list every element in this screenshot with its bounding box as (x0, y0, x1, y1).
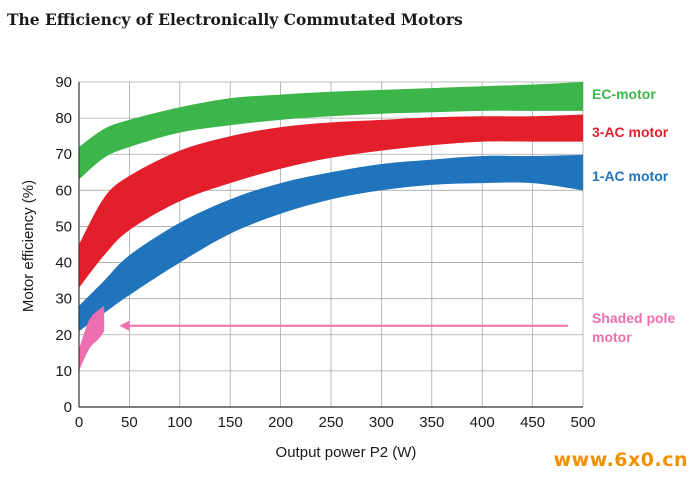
y-tick-label: 90 (55, 74, 72, 91)
x-tick-label: 200 (268, 414, 293, 431)
3-ac-motor-band (79, 114, 583, 288)
annotations: Shaded pole motor (119, 310, 675, 345)
x-tick-label: 50 (121, 414, 138, 431)
x-tick-label: 100 (167, 414, 192, 431)
series-label: 3-AC motor (592, 124, 669, 140)
x-tick-label: 300 (369, 414, 394, 431)
series-label: 1-AC motor (592, 168, 669, 184)
series-label: EC-motor (592, 86, 656, 102)
series-labels: EC-motor 3-AC motor 1-AC motor (592, 86, 669, 184)
watermark: www.6x0.cn (553, 449, 688, 471)
x-tick-label: 450 (520, 414, 545, 431)
shaded-pole-label-line1: Shaded pole (592, 310, 675, 326)
x-tick-label: 150 (218, 414, 243, 431)
x-tick-label: 500 (570, 414, 595, 431)
y-tick-label: 70 (55, 146, 72, 163)
x-axis-label: Output power P2 (W) (276, 444, 417, 461)
y-tick-label: 60 (55, 182, 72, 199)
shaded-pole-label-line2: motor (592, 329, 632, 345)
plot-frame (78, 82, 583, 408)
chart-title: The Efficiency of Electronically Commuta… (7, 10, 463, 29)
y-tick-label: 80 (55, 110, 72, 127)
1-ac-motor-band (79, 154, 583, 332)
y-tick-label: 20 (55, 327, 72, 344)
shaded-pole-motor-band (79, 305, 105, 371)
y-tick-label: 0 (64, 399, 72, 416)
y-tick-label: 10 (55, 363, 72, 380)
y-tick-label: 50 (55, 218, 72, 235)
y-axis-label: Motor efficiency (%) (20, 180, 37, 312)
annotation-arrow-head (119, 320, 130, 331)
x-tick-label: 400 (470, 414, 495, 431)
axis-ticks: 0 50 100 150 200 250 300 350 400 450 500 0 10 20 30 40 5… (55, 74, 595, 431)
ec-motor-band (79, 82, 583, 180)
x-tick-label: 250 (318, 414, 343, 431)
x-tick-label: 0 (75, 414, 83, 431)
y-tick-label: 40 (55, 255, 72, 272)
x-tick-label: 350 (419, 414, 444, 431)
y-tick-label: 30 (55, 291, 72, 308)
efficiency-bands (79, 82, 583, 371)
